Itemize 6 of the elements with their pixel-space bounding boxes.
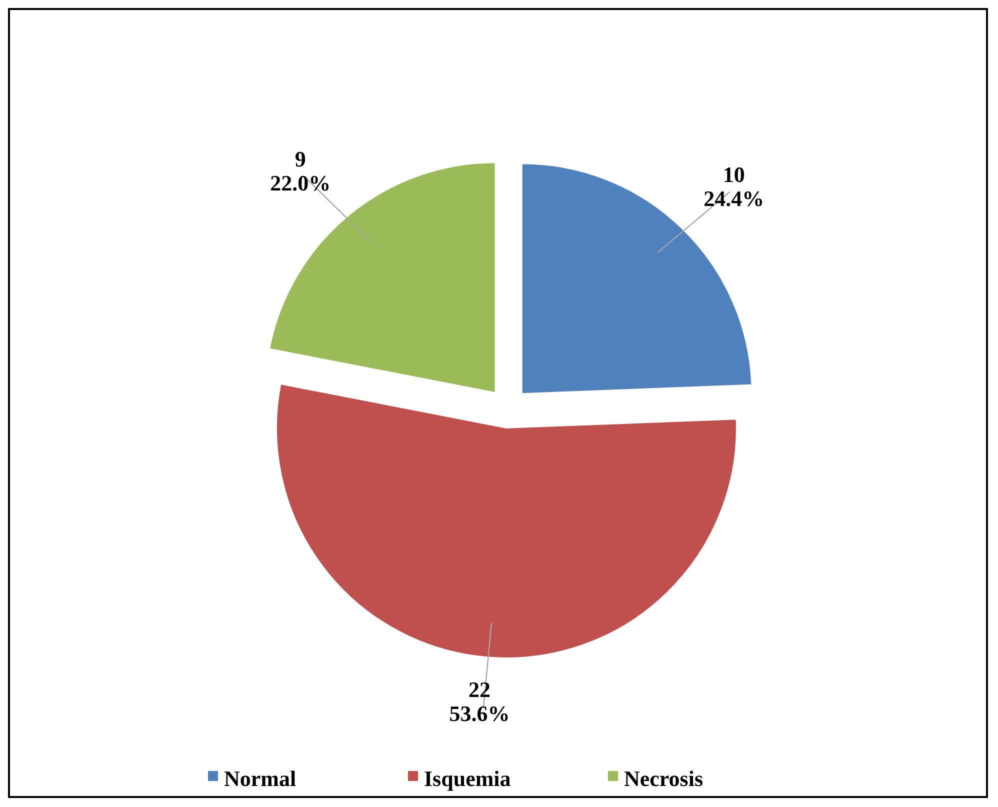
legend-label: Normal xyxy=(224,766,296,792)
legend-label: Necrosis xyxy=(624,766,704,792)
legend-label: Isquemia xyxy=(424,766,511,792)
data-label: 10 24.4% xyxy=(704,162,764,211)
data-label: 22 53.6% xyxy=(449,677,510,726)
data-label: 9 22.0% xyxy=(270,146,331,196)
